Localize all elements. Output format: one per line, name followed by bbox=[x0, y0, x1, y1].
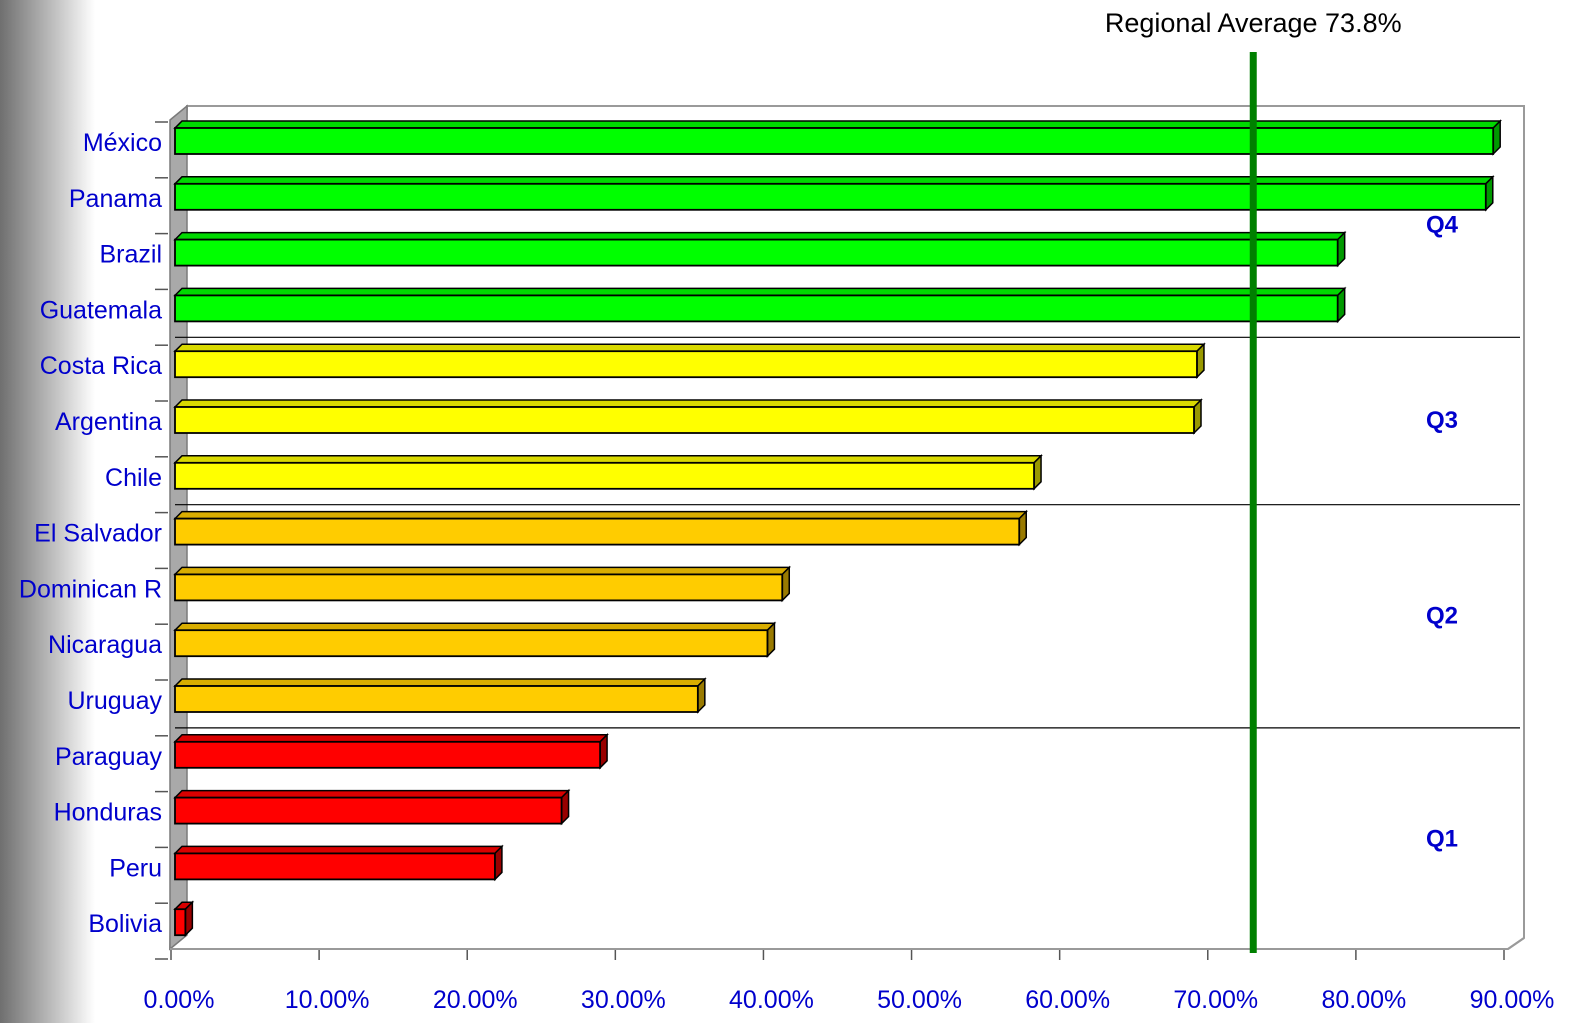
bar-side-face bbox=[1336, 286, 1346, 324]
category-label: Dominican R bbox=[19, 575, 162, 603]
x-tick-label: 30.00% bbox=[581, 986, 666, 1014]
quartile-label: Q1 bbox=[1426, 826, 1458, 853]
bar-top-face bbox=[173, 287, 1347, 297]
category-label: México bbox=[83, 129, 162, 157]
plot-floor-corner bbox=[1507, 937, 1525, 950]
bar-side-face bbox=[1492, 119, 1501, 156]
bar bbox=[174, 796, 563, 825]
bar-top-face bbox=[173, 622, 777, 631]
category-label: Honduras bbox=[54, 799, 162, 827]
bar-side-face bbox=[599, 732, 608, 770]
bar bbox=[174, 461, 1035, 490]
bar bbox=[174, 182, 1487, 211]
bar-side-face bbox=[1018, 509, 1027, 547]
bar bbox=[174, 852, 496, 881]
bar bbox=[174, 127, 1495, 155]
bar bbox=[174, 908, 187, 937]
x-tick-label: 10.00% bbox=[285, 986, 370, 1014]
bar bbox=[174, 517, 1021, 546]
bar-side-face bbox=[1196, 342, 1205, 380]
bar-side-face bbox=[184, 900, 194, 938]
category-label: El Salvador bbox=[34, 520, 162, 548]
left-gradient-strip bbox=[0, 0, 95, 1023]
category-label: Nicaragua bbox=[48, 631, 162, 659]
category-label: Argentina bbox=[55, 408, 162, 436]
bar-top-face bbox=[173, 231, 1347, 241]
bar-top-face bbox=[173, 176, 1495, 185]
bar-side-face bbox=[697, 677, 706, 714]
x-tick-label: 90.00% bbox=[1470, 986, 1555, 1014]
bar-top-face bbox=[173, 343, 1206, 352]
category-label: Uruguay bbox=[68, 687, 163, 715]
bar-side-face bbox=[1485, 174, 1494, 212]
category-label: Costa Rica bbox=[40, 352, 162, 380]
category-label: Brazil bbox=[99, 241, 162, 269]
bar bbox=[174, 629, 769, 658]
bar-side-face bbox=[766, 621, 776, 659]
regional-average-label: Regional Average 73.8% bbox=[1105, 8, 1402, 38]
bar-side-face bbox=[1336, 230, 1346, 268]
x-tick-label: 20.00% bbox=[433, 986, 518, 1014]
bar-side-face bbox=[1193, 398, 1202, 435]
bar-top-face bbox=[173, 566, 792, 576]
quartile-label: Q2 bbox=[1426, 602, 1458, 629]
bar bbox=[174, 238, 1339, 267]
bar-side-face bbox=[1033, 453, 1042, 491]
category-label: Guatemala bbox=[40, 296, 162, 324]
bar-top-face bbox=[173, 399, 1203, 408]
quartile-label: Q3 bbox=[1426, 407, 1458, 434]
x-tick-label: 40.00% bbox=[729, 986, 814, 1014]
bar bbox=[174, 740, 601, 769]
category-label: Chile bbox=[105, 464, 162, 492]
bar-top-face bbox=[173, 120, 1502, 129]
category-label: Paraguay bbox=[55, 743, 163, 771]
bar bbox=[174, 406, 1195, 434]
bar-side-face bbox=[560, 788, 570, 826]
category-label: Bolivia bbox=[88, 910, 162, 938]
x-tick-label: 60.00% bbox=[1025, 986, 1110, 1014]
x-tick-label: 80.00% bbox=[1321, 986, 1406, 1014]
bar-top-face bbox=[173, 678, 707, 687]
bar bbox=[174, 350, 1198, 379]
bar-top-face bbox=[173, 734, 609, 743]
x-tick-label: 70.00% bbox=[1173, 986, 1258, 1014]
x-tick-label: 50.00% bbox=[877, 986, 962, 1014]
category-label: Peru bbox=[109, 854, 162, 882]
bar bbox=[174, 294, 1339, 323]
x-tick-label: 0.00% bbox=[144, 986, 215, 1014]
quartile-label: Q4 bbox=[1426, 212, 1459, 239]
bar bbox=[174, 685, 699, 713]
category-label: Panama bbox=[69, 185, 162, 213]
bar-side-face bbox=[781, 565, 791, 603]
bar-top-face bbox=[173, 845, 504, 855]
bar-top-face bbox=[173, 510, 1029, 520]
bar bbox=[174, 573, 784, 602]
bar-side-face bbox=[494, 844, 503, 882]
bar-top-face bbox=[173, 455, 1043, 464]
bar-top-face bbox=[173, 789, 571, 799]
